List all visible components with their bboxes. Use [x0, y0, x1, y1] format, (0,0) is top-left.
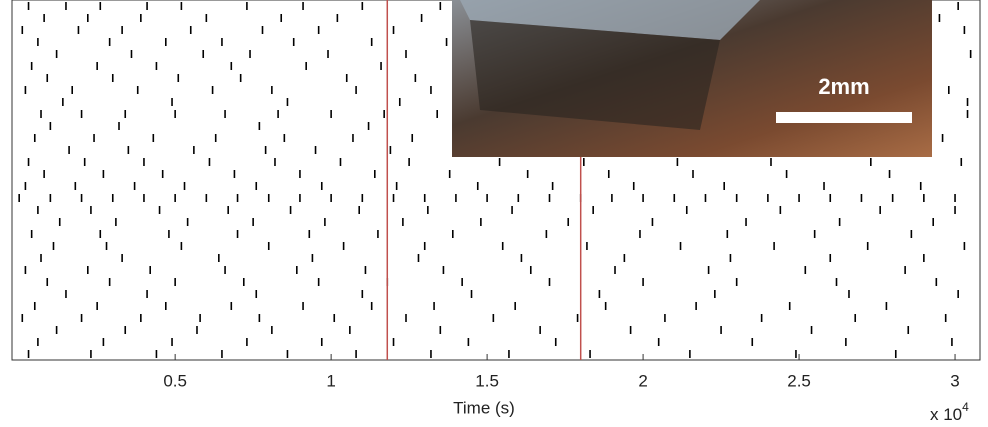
x-tick-label: 1.5 — [475, 371, 499, 390]
x-tick-label: 0.5 — [163, 371, 187, 390]
inset-photo: 2mm — [452, 0, 932, 157]
chart: 2mm Time (s) x 104 0.5 1 1.5 2 2.5 3 — [0, 0, 988, 422]
x-multiplier: x 104 — [930, 400, 969, 422]
scale-label: 2mm — [818, 74, 869, 99]
x-multiplier-base: x 10 — [930, 405, 962, 422]
scale-bar — [776, 112, 912, 123]
x-tick-label: 2.5 — [787, 371, 811, 390]
x-axis-label: Time (s) — [453, 398, 515, 417]
x-tick-label: 1 — [326, 371, 335, 390]
x-tick-label: 3 — [950, 371, 959, 390]
x-tick-label: 2 — [638, 371, 647, 390]
x-multiplier-exponent: 4 — [962, 400, 969, 414]
